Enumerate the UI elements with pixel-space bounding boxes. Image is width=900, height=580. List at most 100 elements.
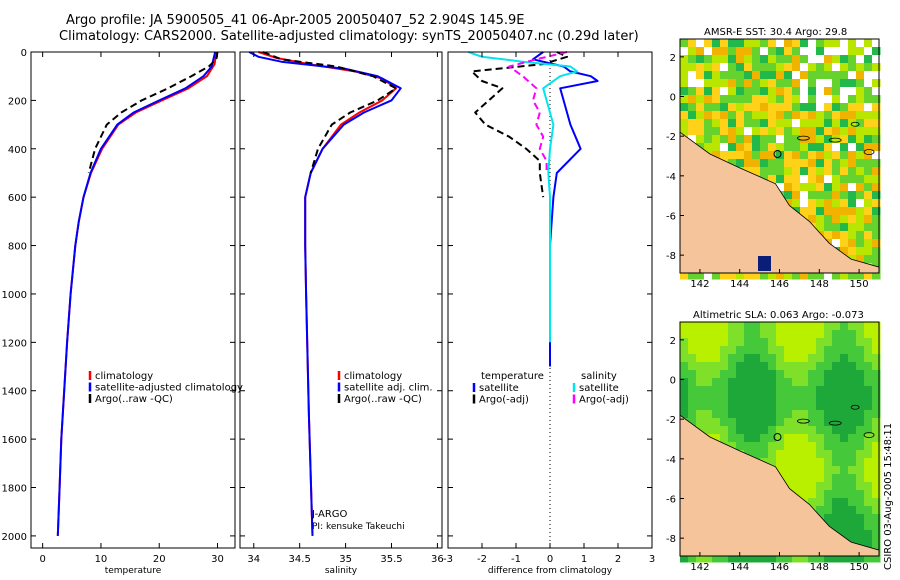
map-cell [808,63,817,72]
map-cell [872,386,881,395]
map-cell [872,538,881,547]
map-cell [688,338,697,347]
map-cell [768,554,777,563]
map-cell [840,322,849,331]
map-cell [872,199,881,208]
map-cell [744,386,753,395]
map-y-tick-label: -4 [666,172,676,183]
map-cell [872,394,881,403]
map-cell [864,167,873,176]
map-cell [744,378,753,387]
map-cell [776,79,785,88]
map-cell [816,199,825,208]
map-cell [808,418,817,427]
map-cell [712,394,721,403]
map-cell [800,175,809,184]
map-cell [840,247,849,256]
map-cell [688,39,697,48]
map-cell [720,402,729,411]
map-cell [728,370,737,379]
map-cell [728,119,737,128]
map-cell [848,87,857,96]
map-cell [688,410,697,419]
map-cell [832,183,841,192]
map-cell [736,362,745,371]
map-cell [824,506,833,515]
map-cell [680,271,689,280]
x-tick-label: 2 [615,554,621,565]
map-cell [872,135,881,144]
island-outline [850,404,860,410]
map-cell [808,346,817,355]
map-cell [696,338,705,347]
map-cell [872,514,881,523]
map-cell [792,71,801,80]
map-cell [768,135,777,144]
map-cell [688,554,697,563]
map-cell [704,55,713,64]
map-cell [744,151,753,160]
map-cell [848,450,857,459]
map-cell [848,354,857,363]
map-cell [752,426,761,435]
map-cell [856,378,865,387]
map-cell [840,79,849,88]
map-cell [712,87,721,96]
map-cell [832,338,841,347]
map-cell [824,378,833,387]
map-x-tick-label: 150 [850,279,869,290]
map-cell [736,370,745,379]
map-cell [808,127,817,136]
map-cell [872,231,881,240]
map-cell [784,151,793,160]
map-cell [816,159,825,168]
map-cell [800,386,809,395]
map-cell [752,442,761,451]
map-cell [840,514,849,523]
map-cell [696,271,705,280]
map-cell [752,119,761,128]
map-cell [856,370,865,379]
map-cell [872,474,881,483]
map-cell [776,55,785,64]
map-cell [736,330,745,339]
map-cell [712,135,721,144]
map-cell [808,370,817,379]
map-cell [792,402,801,411]
map-cell [872,410,881,419]
map-cell [872,458,881,467]
map-cell [872,554,881,563]
map-cell [800,362,809,371]
map-cell [792,442,801,451]
map-cell [704,95,713,104]
map-cell [760,338,769,347]
map-cell [720,119,729,128]
map-cell [712,410,721,419]
map-cell [800,338,809,347]
map-cell [720,434,729,443]
map-cell [744,362,753,371]
map-cell [728,135,737,144]
map-cell [800,103,809,112]
map-cell [696,330,705,339]
map-cell [864,498,873,507]
map-cell [800,271,809,280]
series-line-2-0 [532,51,599,367]
island-outline [796,418,810,424]
map-cell [720,151,729,160]
map-cell [744,370,753,379]
map-cell [848,330,857,339]
map-cell [856,410,865,419]
legend-salinity-entry: climatology [344,371,402,382]
map-cell [832,175,841,184]
map-cell [816,378,825,387]
map-cell [728,95,737,104]
map-cell [864,111,873,120]
map-y-tick-label: -8 [666,251,676,262]
map-cell [848,103,857,112]
map-cell [744,39,753,48]
map-cell [848,506,857,515]
map-cell [696,119,705,128]
map-cell [824,362,833,371]
map-cell [752,103,761,112]
